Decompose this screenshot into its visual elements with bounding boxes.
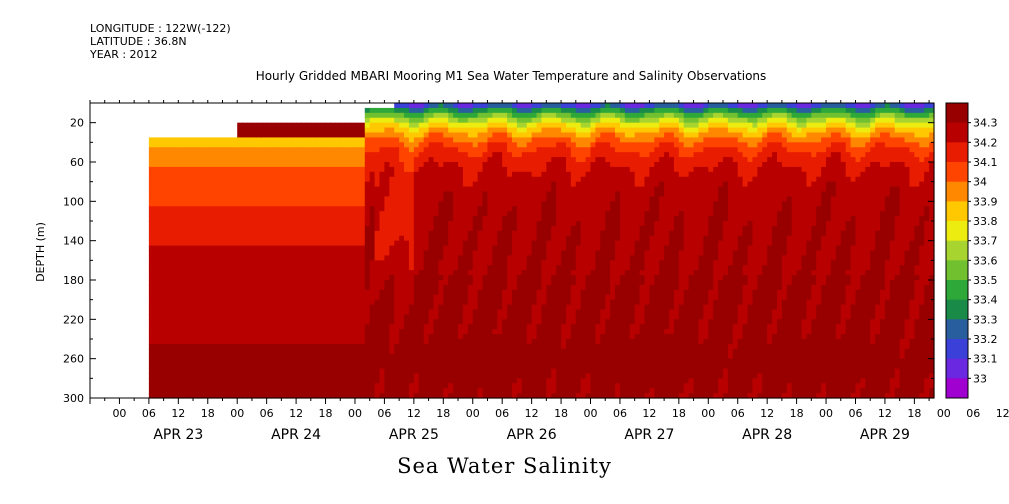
y-tick-label: 20 <box>70 117 84 130</box>
colorbar-swatch <box>946 181 968 202</box>
x-tick-label: 00 <box>230 407 244 420</box>
colorbar-swatch <box>946 103 968 124</box>
x-tick-label: 00 <box>701 407 715 420</box>
colorbar-label: 34.2 <box>973 136 998 149</box>
x-tick-label: 06 <box>495 407 509 420</box>
y-axis: 20 60 100 140 180 220 260 300 <box>63 102 934 405</box>
colorbar-swatch <box>946 378 968 399</box>
x-date-label: APR 27 <box>624 427 674 443</box>
chart-title: Hourly Gridded MBARI Mooring M1 Sea Wate… <box>256 69 767 83</box>
x-tick-label: 00 <box>819 407 833 420</box>
y-tick-label: 260 <box>63 353 84 366</box>
colorbar-label: 33.7 <box>973 235 998 248</box>
x-tick-label: 00 <box>348 407 362 420</box>
metadata-block: LONGITUDE : 122W(-122) LATITUDE : 36.8N … <box>90 22 231 61</box>
x-tick-label: 00 <box>112 407 126 420</box>
x-date-label: APR 25 <box>389 427 439 443</box>
salinity-field <box>148 103 935 399</box>
colorbar-label: 33.9 <box>973 195 998 208</box>
x-tick-label: 12 <box>289 407 303 420</box>
x-tick-label: 18 <box>672 407 686 420</box>
x-date-label: APR 23 <box>153 427 203 443</box>
colorbar-swatch <box>946 339 968 360</box>
x-tick-label: 00 <box>584 407 598 420</box>
y-tick-label: 60 <box>70 156 84 169</box>
colorbar-swatch <box>946 221 968 242</box>
x-tick-label: 06 <box>966 407 980 420</box>
x-date-label: APR 28 <box>742 427 792 443</box>
y-tick-label: 220 <box>63 313 84 326</box>
y-tick-label: 100 <box>63 195 84 208</box>
x-tick-label: 18 <box>436 407 450 420</box>
x-date-label: APR 24 <box>271 427 321 443</box>
colorbar-label: 33.8 <box>973 215 998 228</box>
colorbar-border <box>945 102 969 399</box>
y-tick-label: 300 <box>63 392 84 405</box>
x-tick-label: 06 <box>260 407 274 420</box>
colorbar-label: 34 <box>973 176 987 189</box>
colorbar-label: 33.4 <box>973 294 998 307</box>
colorbar-label: 34.1 <box>973 156 998 169</box>
colorbar-swatch <box>946 142 968 163</box>
colorbar: 34.3 34.2 34.1 34 33.9 33.8 33.7 33.6 33.5 33.4 33… <box>945 102 998 399</box>
x-tick-label: 12 <box>407 407 421 420</box>
colorbar-swatch <box>946 162 968 183</box>
colorbar-label: 33.3 <box>973 313 998 326</box>
x-tick-label: 18 <box>201 407 215 420</box>
colorbar-swatch <box>946 319 968 340</box>
colorbar-label: 34.3 <box>973 117 998 130</box>
x-tick-label: 06 <box>142 407 156 420</box>
x-axis: 00 06 12 18 00 06 12 18 00 06 12 18 00 06 12 18 00 06 12 18… <box>89 398 1009 443</box>
colorbar-label: 33 <box>973 372 987 385</box>
x-tick-label: 18 <box>554 407 568 420</box>
x-tick-label: 00 <box>466 407 480 420</box>
x-tick-label: 12 <box>760 407 774 420</box>
colorbar-swatch <box>946 358 968 379</box>
plot-border <box>89 102 935 399</box>
colorbar-label: 33.5 <box>973 274 998 287</box>
colorbar-swatch <box>946 260 968 281</box>
plot-frame <box>89 100 935 399</box>
x-tick-label: 12 <box>171 407 185 420</box>
x-tick-label: 06 <box>377 407 391 420</box>
x-tick-label: 12 <box>642 407 656 420</box>
colorbar-swatch <box>946 240 968 261</box>
x-tick-label: 06 <box>613 407 627 420</box>
x-date-label: APR 26 <box>507 427 557 443</box>
x-tick-label: 00 <box>937 407 951 420</box>
colorbar-label: 33.2 <box>973 333 998 346</box>
y-tick-label: 140 <box>63 235 84 248</box>
x-date-label: APR 29 <box>860 427 910 443</box>
x-tick-label: 18 <box>790 407 804 420</box>
colorbar-swatch <box>946 299 968 320</box>
x-tick-label: 12 <box>878 407 892 420</box>
colorbar-swatch <box>946 280 968 301</box>
latitude-label: LATITUDE : 36.8N <box>90 35 187 48</box>
x-tick-label: 12 <box>996 407 1009 420</box>
colorbar-label: 33.1 <box>973 353 998 366</box>
y-tick-label: 180 <box>63 274 84 287</box>
colorbar-label: 33.6 <box>973 254 998 267</box>
y-axis-title: DEPTH (m) <box>34 222 47 282</box>
x-tick-label: 18 <box>907 407 921 420</box>
x-tick-label: 18 <box>319 407 333 420</box>
x-tick-label: 12 <box>525 407 539 420</box>
x-tick-label: 06 <box>848 407 862 420</box>
colorbar-swatch <box>946 201 968 222</box>
longitude-label: LONGITUDE : 122W(-122) <box>90 22 231 35</box>
x-tick-label: 06 <box>731 407 745 420</box>
colorbar-swatch <box>946 122 968 143</box>
x-axis-title: Sea Water Salinity <box>397 454 612 478</box>
year-label: YEAR : 2012 <box>90 48 158 61</box>
